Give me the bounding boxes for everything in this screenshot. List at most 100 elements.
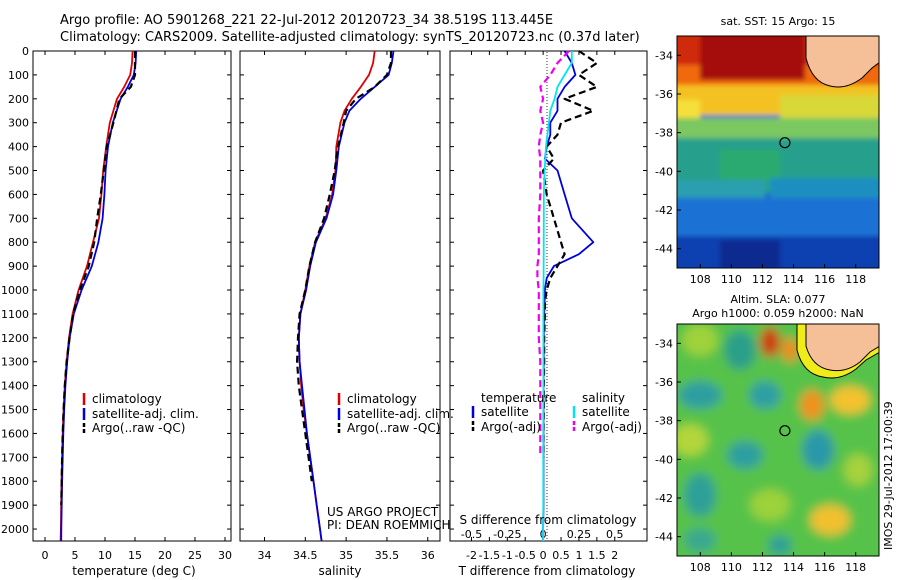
legend-label-satellite: satellite-adj. clim. [92, 407, 199, 421]
map-x-tick-label: 116 [814, 273, 835, 286]
x-tick-label: 35.5 [375, 549, 400, 562]
y-tick-label: 1900 [1, 499, 29, 512]
x2-tick-label: -0.5 [461, 528, 482, 541]
map-x-tick-label: 110 [721, 273, 742, 286]
legend-label-climatology: climatology [347, 392, 417, 406]
temperature-axis-ticks: 0100200300400500600700800900100011001200… [1, 45, 232, 562]
t-difference-xlabel: T difference from climatology [458, 564, 636, 578]
x2-tick-label: -0.25 [493, 528, 521, 541]
x-tick-label: 0.5 [552, 549, 570, 562]
y-tick-label: 600 [8, 188, 29, 201]
y-tick-label: 700 [8, 212, 29, 225]
y-tick-label: 1400 [1, 380, 29, 393]
sst-map-title: sat. SST: 15 Argo: 15 [721, 15, 836, 28]
figure-title-line1: Argo profile: AO 5901268_221 22-Jul-2012… [60, 13, 553, 28]
map-y-tick-label: -44 [655, 243, 673, 256]
x-tick-label: -1 [502, 549, 513, 562]
y-tick-label: 400 [8, 141, 29, 154]
map-x-tick-label: 110 [721, 561, 742, 574]
y-tick-label: 2000 [1, 523, 29, 536]
map-x-tick-label: 114 [783, 273, 804, 286]
map-x-tick-label: 118 [845, 561, 866, 574]
legend-title-temperature: temperature [481, 391, 556, 405]
map-x-tick-label: 116 [814, 561, 835, 574]
sla-map [677, 324, 879, 556]
map-y-tick-label: -34 [655, 49, 673, 62]
salinity-panel-frame [239, 50, 441, 542]
legend-label-s-argo: Argo(-adj) [582, 420, 642, 434]
sla-map-axes: -34 -36 -38 -40 -42 -44 108 110 112 114 116 118 [655, 337, 866, 574]
y-tick-label: 1200 [1, 332, 29, 345]
salinity-axis-ticks: 34 34.5 35 35.5 36 [240, 50, 440, 562]
x-tick-label: 10 [98, 549, 112, 562]
map-x-tick-label: 112 [752, 561, 773, 574]
series-line-argo-raw-qc [296, 51, 393, 482]
x-tick-label: 36 [421, 549, 435, 562]
sla-map-frame [676, 323, 880, 557]
x-tick-label: 34 [257, 549, 271, 562]
y-tick-label: 1000 [1, 284, 29, 297]
x-tick-label: 30 [218, 549, 232, 562]
map-x-tick-label: 112 [752, 273, 773, 286]
x2-tick-label: 0.25 [567, 528, 592, 541]
x-tick-label: 0 [540, 549, 547, 562]
map-y-tick-label: -40 [655, 165, 673, 178]
map-y-tick-label: -40 [655, 453, 673, 466]
series-line-argo-raw-qc [60, 51, 137, 506]
salinity-legend: climatology satellite-adj. clim. Argo(..… [337, 392, 454, 435]
y-tick-label: 200 [8, 93, 29, 106]
x-tick-label: 15 [128, 549, 142, 562]
sla-landmass [805, 324, 879, 372]
y-tick-label: 1800 [1, 475, 29, 488]
project-name: US ARGO PROJECT [327, 505, 439, 519]
x-tick-label: -1.5 [479, 549, 500, 562]
map-y-tick-label: -44 [655, 531, 673, 544]
legend-label-t-satellite: satellite [481, 405, 529, 419]
figure-title-line2: Climatology: CARS2009. Satellite-adjuste… [60, 30, 640, 45]
legend-label-s-satellite: satellite [582, 405, 630, 419]
sst-map-frame [676, 35, 880, 269]
sst-map-axes: -34 -36 -38 -40 -42 -44 108 110 112 114 116 118 [655, 49, 866, 286]
x-tick-label: -2 [466, 549, 477, 562]
sst-map [677, 36, 879, 268]
timestamp-label: IMOS 29-Jul-2012 17:00:39 [882, 401, 895, 550]
y-tick-label: 0 [22, 45, 29, 58]
sst-float-marker [779, 137, 791, 149]
sla-map-title-line2: Argo h1000: 0.059 h2000: NaN [692, 307, 864, 320]
x2-tick-label: 0.5 [606, 528, 624, 541]
map-y-tick-label: -34 [655, 337, 673, 350]
map-y-tick-label: -36 [655, 88, 673, 101]
series-line-satellite-adj-clim [297, 50, 395, 542]
legend-label-argo: Argo(..raw -QC) [92, 421, 185, 435]
legend-label-t-argo: Argo(-adj) [481, 420, 541, 434]
y-tick-label: 1300 [1, 356, 29, 369]
temperature-xlabel: temperature (deg C) [72, 564, 195, 578]
legend-label-satellite: satellite-adj. clim. [347, 407, 454, 421]
legend-title-salinity: salinity [582, 391, 625, 405]
x-tick-label: 25 [188, 549, 202, 562]
y-tick-label: 1600 [1, 427, 29, 440]
y-tick-label: 800 [8, 236, 29, 249]
map-x-tick-label: 108 [690, 561, 711, 574]
temperature-series-group [59, 50, 138, 542]
series-line-climatology [59, 50, 134, 542]
difference-legend: temperature salinity satellite Argo(-adj… [471, 391, 642, 434]
map-y-tick-label: -38 [655, 415, 673, 428]
x-tick-label: 35 [339, 549, 353, 562]
map-y-tick-label: -36 [655, 376, 673, 389]
y-tick-label: 100 [8, 69, 29, 82]
x-tick-label: 20 [158, 549, 172, 562]
x-tick-label: 2 [611, 549, 618, 562]
temperature-legend: climatology satellite-adj. clim. Argo(..… [82, 392, 199, 435]
legend-label-climatology: climatology [92, 392, 162, 406]
difference-axis-ticks: -2 -1.5 -1 -0.5 0 0.5 1 1.5 2-0.5 -0.25 0 0.25 0.5 [450, 50, 647, 562]
salinity-series-group [296, 50, 395, 542]
sst-landmass [805, 36, 879, 88]
series-line-salinity-argo-adj [536, 50, 570, 458]
sla-float-marker [779, 425, 791, 437]
legend-label-argo: Argo(..raw -QC) [347, 421, 440, 435]
series-line-salinity-satellite [542, 51, 573, 541]
series-line-temperature-satellite [542, 50, 595, 541]
y-tick-label: 1700 [1, 451, 29, 464]
map-y-tick-label: -38 [655, 127, 673, 140]
